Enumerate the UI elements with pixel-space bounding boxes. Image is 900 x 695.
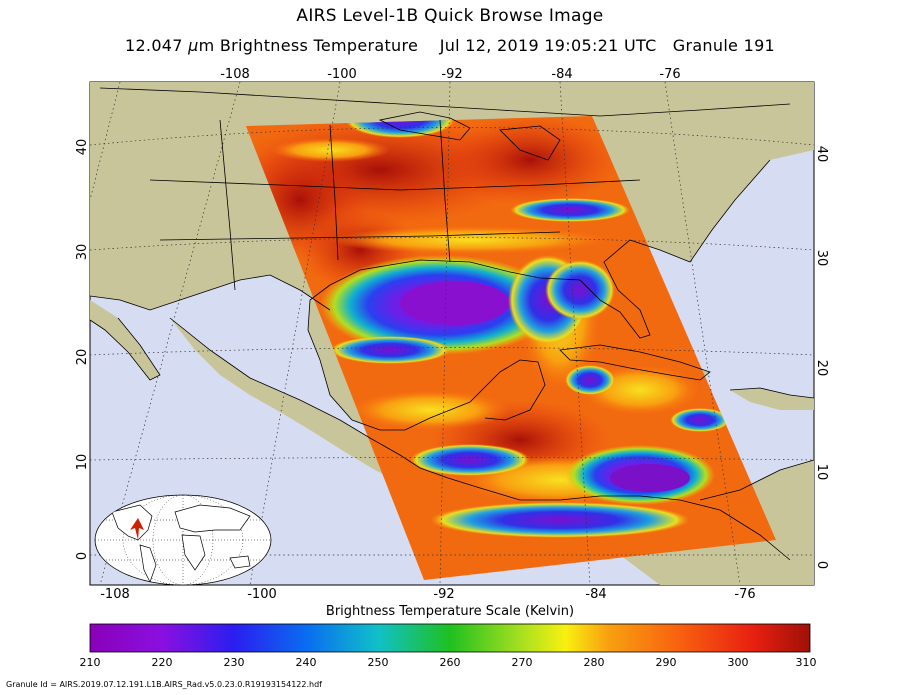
left-lat-tick: 0 <box>75 552 90 560</box>
colorbar-label: 220 <box>151 656 173 669</box>
image-subtitle: 12.047 μm Brightness Temperature Jul 12,… <box>124 36 776 55</box>
bottom-lon-tick: -92 <box>433 587 454 602</box>
top-lon-tick: -92 <box>441 67 462 82</box>
left-lat-tick: 30 <box>75 244 90 261</box>
colorbar-label: 240 <box>295 656 317 669</box>
colorbar-label: 230 <box>223 656 245 669</box>
top-lon-tick: -76 <box>659 67 680 82</box>
colorbar-label: 250 <box>367 656 389 669</box>
colorbar-title: Brightness Temperature Scale (Kelvin) <box>325 604 575 619</box>
right-lat-tick: 40 <box>814 146 829 163</box>
right-lat-tick: 20 <box>814 360 829 377</box>
right-latitude-ticks: 40 30 20 10 0 <box>814 146 829 569</box>
bottom-longitude-ticks: -108 -100 -92 -84 -76 <box>100 587 755 602</box>
bottom-lon-tick: -84 <box>585 587 606 602</box>
left-lat-tick: 20 <box>75 349 90 366</box>
colorbar-label: 280 <box>583 656 605 669</box>
image-title: AIRS Level-1B Quick Browse Image <box>296 6 604 26</box>
granule-id: Granule Id = AIRS.2019.07.12.191.L1B.AIR… <box>6 680 322 689</box>
top-lon-tick: -100 <box>327 67 357 82</box>
inset-location-marker <box>130 518 144 540</box>
right-lat-tick: 0 <box>814 561 829 569</box>
colorbar-label: 270 <box>511 656 533 669</box>
bottom-lon-tick: -76 <box>734 587 755 602</box>
left-lat-tick: 10 <box>75 454 90 471</box>
left-lat-tick: 40 <box>75 139 90 156</box>
colorbar <box>89 623 811 653</box>
right-lat-tick: 30 <box>814 250 829 267</box>
colorbar-label: 210 <box>79 656 101 669</box>
coastlines <box>90 87 814 561</box>
colorbar-label: 300 <box>727 656 749 669</box>
left-latitude-ticks: 40 30 20 10 0 <box>75 139 90 560</box>
mu-symbol: μ <box>188 36 199 55</box>
right-lat-tick: 10 <box>814 464 829 481</box>
colorbar-label: 290 <box>655 656 677 669</box>
colorbar-label: 310 <box>795 656 817 669</box>
bottom-lon-tick: -100 <box>247 587 277 602</box>
graticule <box>90 82 814 585</box>
colorbar-label: 260 <box>439 656 461 669</box>
world-locator-inset <box>94 494 272 586</box>
top-lon-tick: -84 <box>551 67 572 82</box>
top-lon-tick: -108 <box>220 67 250 82</box>
top-longitude-ticks: -108 -100 -92 -84 -76 <box>220 67 680 82</box>
bottom-lon-tick: -108 <box>100 587 130 602</box>
